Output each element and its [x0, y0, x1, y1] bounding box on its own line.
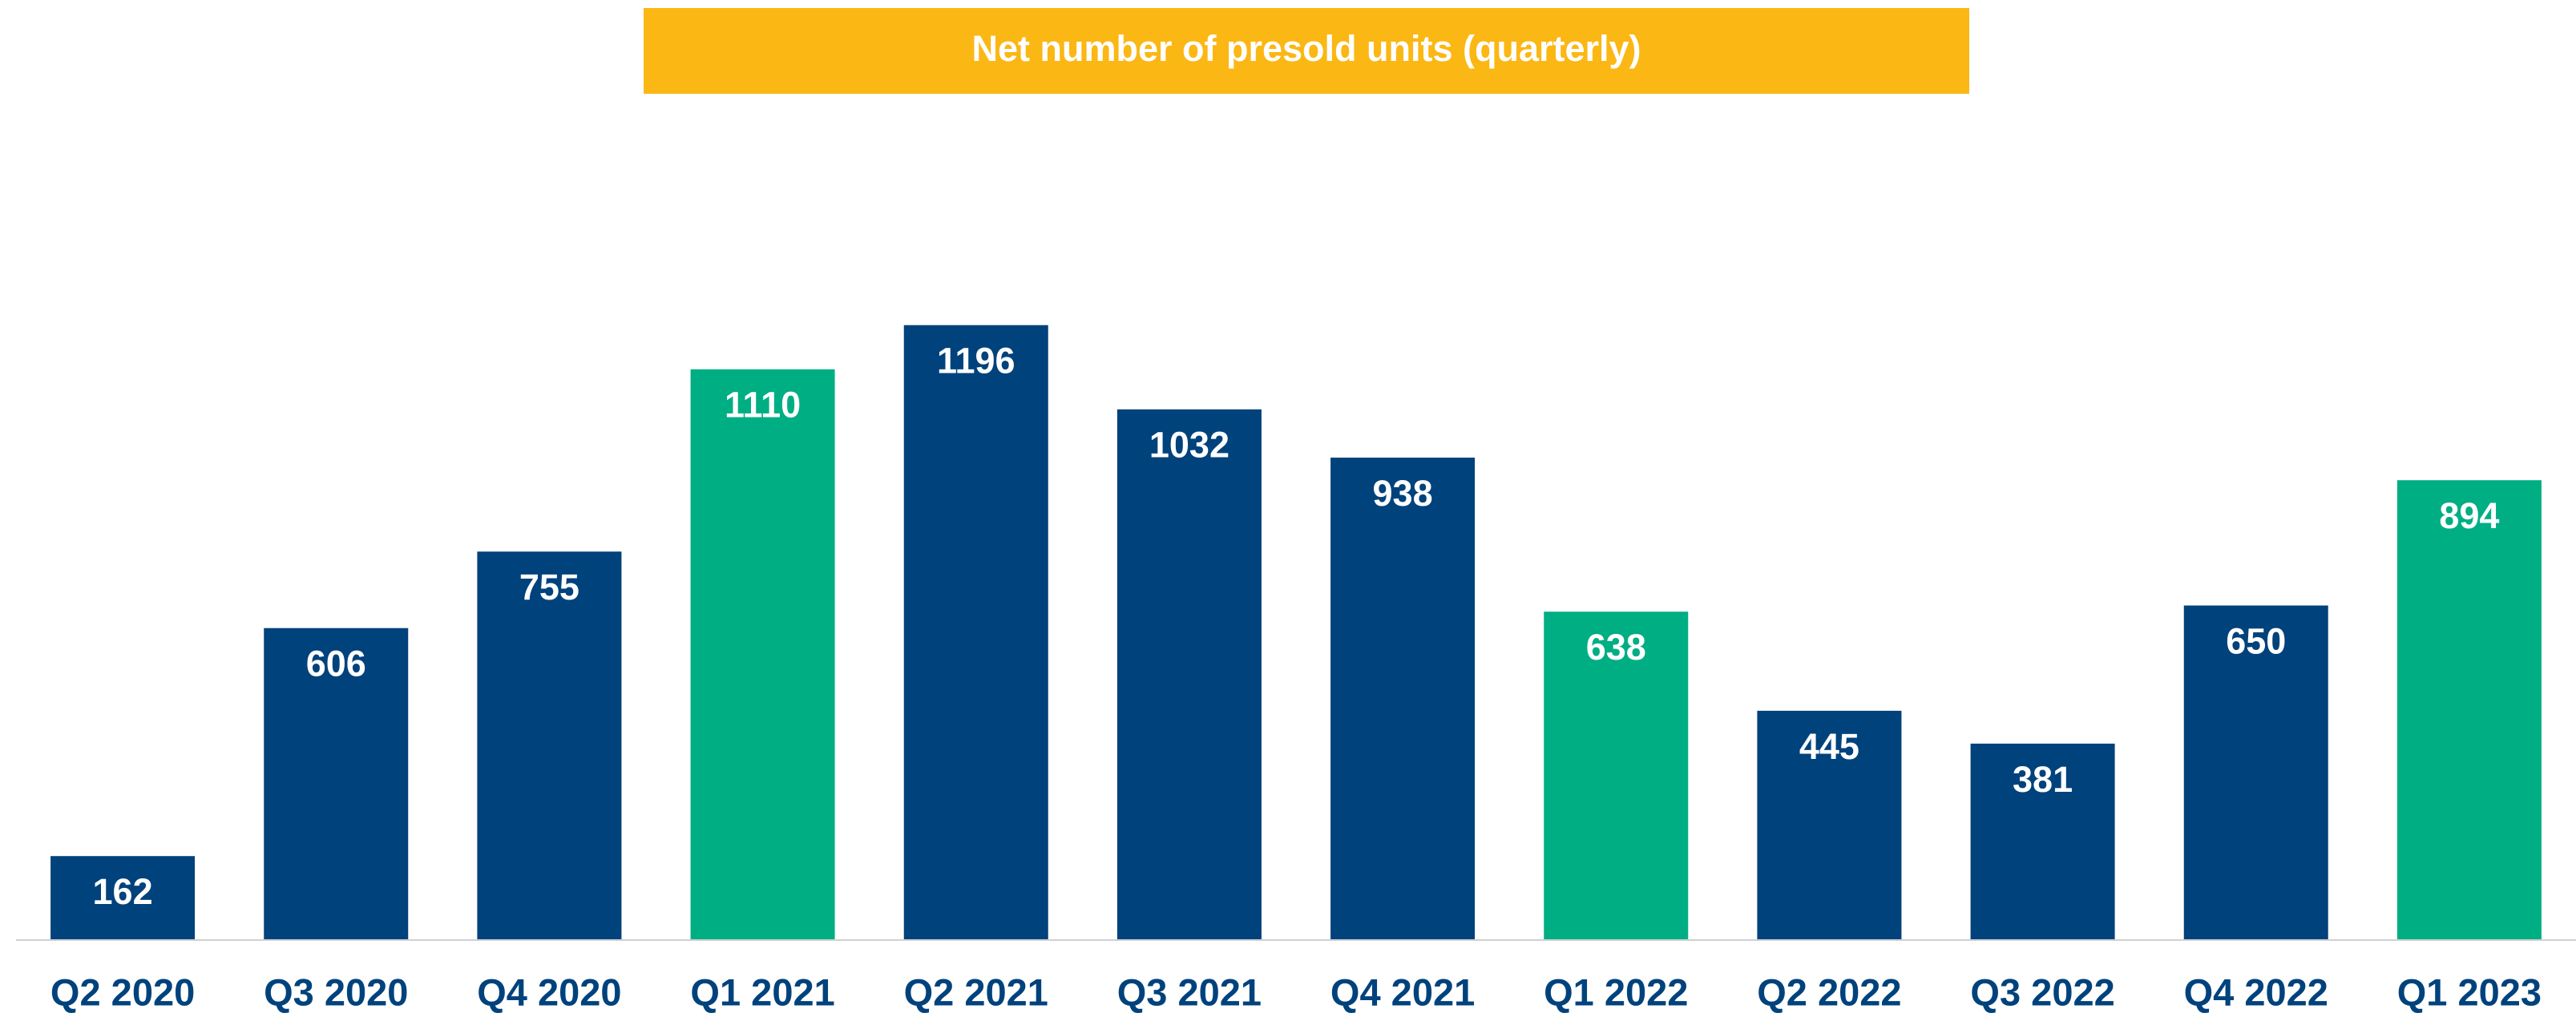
data-label: 638 [1586, 627, 1646, 668]
bar [50, 856, 196, 939]
x-tick-label: Q3 2020 [264, 971, 408, 1013]
x-tick-label: Q4 2022 [2184, 971, 2328, 1013]
bar [1544, 611, 1689, 939]
data-label: 162 [93, 871, 153, 912]
bar [1757, 710, 1902, 939]
x-tick-label: Q2 2022 [1757, 971, 1901, 1013]
bar [2396, 480, 2542, 939]
x-tick-label: Q3 2022 [1970, 971, 2114, 1013]
x-tick-label: Q4 2021 [1330, 971, 1475, 1013]
bar [1116, 409, 1262, 940]
data-label: 755 [519, 567, 579, 607]
bar [1330, 458, 1476, 939]
bar [903, 325, 1048, 940]
bar [1970, 743, 2115, 939]
title-box [644, 8, 1969, 94]
data-label: 938 [1373, 473, 1433, 514]
bar [264, 628, 409, 939]
data-label: 606 [306, 644, 366, 684]
x-tick-label: Q1 2021 [690, 971, 834, 1013]
bar [477, 551, 622, 939]
data-label: 381 [2013, 759, 2073, 800]
x-tick-label: Q3 2021 [1117, 971, 1262, 1013]
data-label: 445 [1799, 726, 1859, 767]
x-tick-label: Q4 2020 [477, 971, 621, 1013]
data-label: 894 [2439, 495, 2499, 536]
data-label: 1032 [1149, 425, 1229, 466]
data-label: 650 [2226, 620, 2286, 661]
x-tick-label: Q2 2020 [50, 971, 195, 1013]
x-tick-label: Q2 2021 [904, 971, 1048, 1013]
chart-title: Net number of presold units (quarterly) [971, 28, 1641, 69]
data-label: 1196 [937, 341, 1015, 381]
x-tick-label: Q1 2023 [2397, 971, 2542, 1013]
bar [690, 369, 835, 939]
bar [2183, 605, 2328, 939]
data-label: 1110 [725, 385, 801, 426]
x-tick-label: Q1 2022 [1544, 971, 1688, 1013]
